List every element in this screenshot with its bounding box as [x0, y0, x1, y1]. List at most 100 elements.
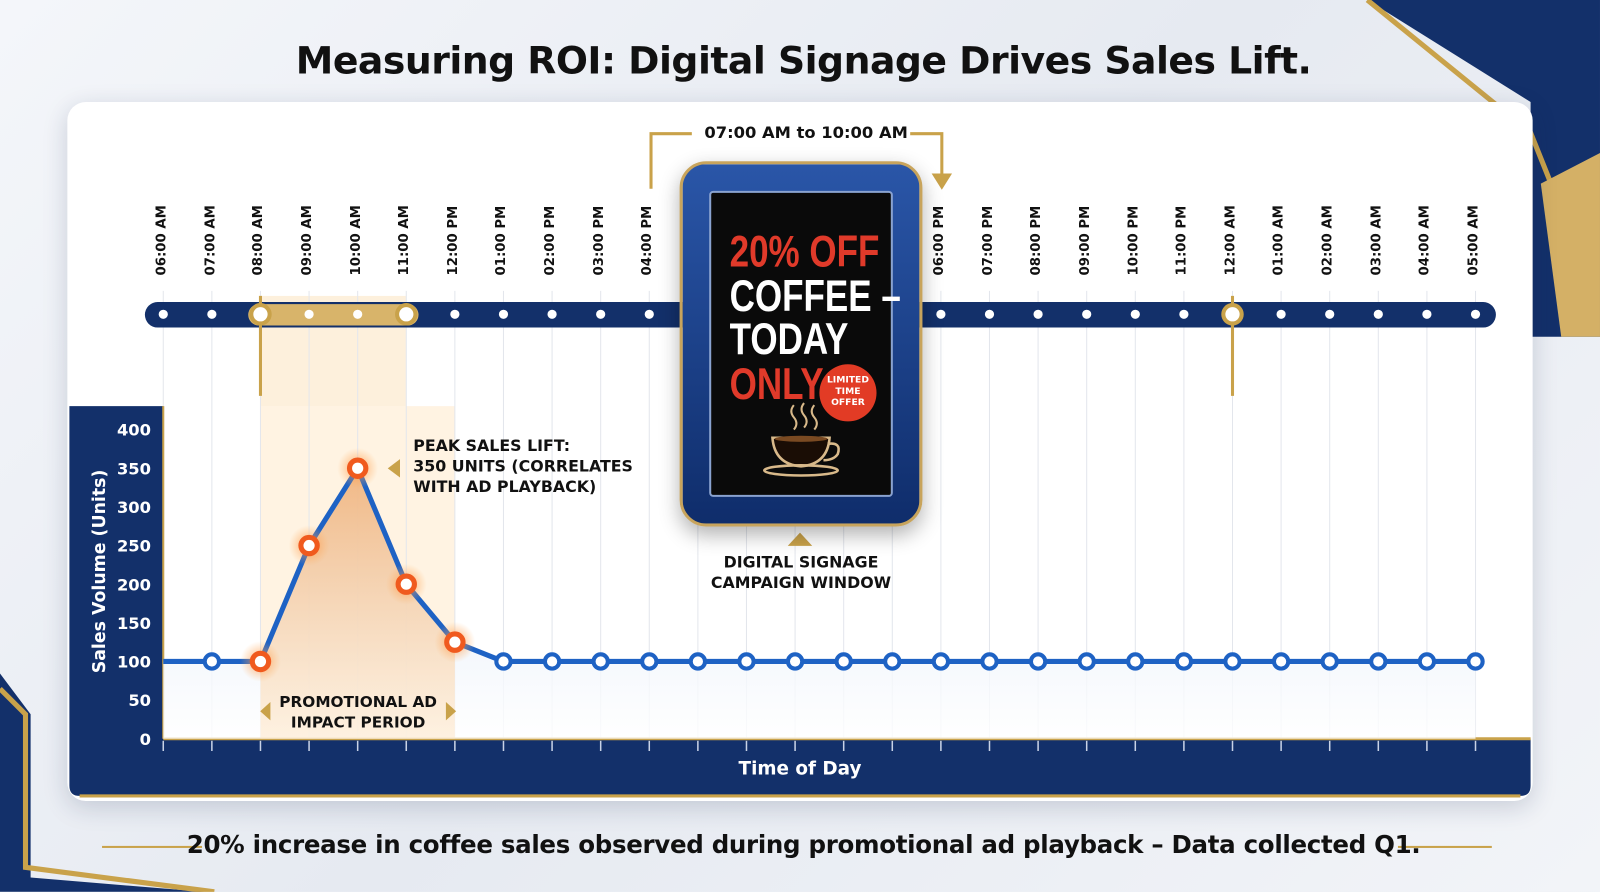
y-tick-label: 300 [117, 498, 151, 517]
x-tick-label: 02:00 AM [1320, 205, 1336, 276]
peak-annotation: PEAK SALES LIFT: 350 UNITS (CORRELATES W… [413, 436, 633, 497]
highlight-point [249, 650, 272, 673]
campaign-bracket [910, 132, 944, 176]
data-point [202, 652, 222, 671]
timeline-dot [498, 309, 509, 319]
coffee-cup-icon [763, 402, 840, 477]
data-point [1320, 652, 1339, 671]
timeline-marker-ring [395, 303, 418, 326]
timeline-dot [353, 309, 363, 319]
x-tick-label: 02:00 PM [542, 205, 559, 276]
peak-annotation-line: PEAK SALES LIFT: [413, 436, 571, 456]
campaign-label-line: DIGITAL SIGNAGE [723, 553, 879, 572]
x-tick-label: 01:00 PM [494, 205, 510, 276]
data-point [980, 652, 999, 671]
timeline-dot [1422, 309, 1432, 319]
data-point [785, 652, 805, 671]
x-tick-label: 12:00 AM [1223, 205, 1239, 276]
data-point [1223, 652, 1242, 671]
x-tick-label: 10:00 PM [1126, 205, 1142, 276]
data-point [591, 652, 610, 671]
timeline-dot [450, 309, 460, 319]
timeline-dot [644, 309, 654, 319]
campaign-time-range: 07:00 AM to 10:00 AM [704, 122, 908, 142]
campaign-pointer-icon [787, 532, 813, 546]
ad-screen: 20% OFF COFFEE – TODAY ONLY LIMITED TIME… [709, 190, 901, 497]
timeline-dot [1276, 309, 1286, 319]
period-right-arrow-icon [445, 702, 457, 721]
data-point [640, 652, 659, 671]
data-point [834, 652, 853, 671]
highlight-point [395, 573, 417, 595]
period-annotation: PROMOTIONAL AD IMPACT PERIOD [260, 692, 456, 733]
peak-arrow-icon [387, 459, 400, 478]
x-tick-label: 03:00 AM [1369, 205, 1385, 276]
data-point [1126, 652, 1145, 671]
x-tick-label: 03:00 PM [591, 205, 607, 276]
timeline-dot [547, 309, 557, 319]
period-annotation-line: IMPACT PERIOD [290, 713, 426, 732]
period-annotation-line: PROMOTIONAL AD [279, 692, 438, 712]
timeline-marker-ring [1221, 303, 1244, 326]
x-tick-label: 04:00 PM [640, 205, 656, 276]
data-point [883, 652, 902, 671]
x-tick-label: 06:00 PM [931, 205, 948, 276]
timeline-highlight [248, 304, 419, 326]
highlight-area-fill [260, 468, 455, 739]
peak-annotation-line: 350 UNITS (CORRELATES [413, 457, 633, 476]
timeline-dot [1130, 309, 1140, 319]
x-tick-label: 11:00 PM [1174, 205, 1191, 276]
data-point [737, 652, 756, 671]
x-tick-label: 01:00 AM [1271, 205, 1288, 276]
x-tick-label: 07:00 PM [980, 205, 996, 276]
axis-panel [69, 406, 1531, 796]
x-tick-label: 09:00 PM [1077, 205, 1093, 276]
data-point [1271, 652, 1291, 671]
x-tick-label: 05:00 AM [1466, 205, 1482, 276]
y-tick-label: 400 [117, 421, 151, 440]
highlight-point [444, 631, 466, 653]
data-point [1077, 652, 1096, 671]
data-point [494, 652, 513, 671]
data-point [1417, 652, 1437, 671]
timeline-dot [304, 309, 314, 319]
timeline-marker-ring [249, 303, 272, 326]
y-tick-label: 350 [117, 459, 151, 478]
data-point [688, 652, 708, 671]
area-fill [163, 468, 1476, 739]
timeline-dot [936, 309, 946, 319]
timeline-dot [158, 309, 168, 319]
timeline-dot [1082, 309, 1092, 319]
y-tick-label: 50 [128, 691, 151, 710]
highlight-point [346, 457, 369, 479]
x-tick-label: 12:00 PM [445, 205, 461, 276]
timeline-dot [596, 309, 606, 319]
campaign-label-line: CAMPAIGN WINDOW [710, 573, 892, 592]
y-tick-label: 250 [117, 537, 151, 556]
highlight-point [298, 534, 320, 557]
period-left-arrow-icon [260, 702, 271, 721]
x-tick-label: 11:00 AM [397, 205, 413, 276]
campaign-arrow-icon [931, 173, 953, 190]
timeline-dot [1373, 309, 1383, 319]
peak-annotation-line: WITH AD PLAYBACK) [413, 477, 597, 496]
ad-line: COFFEE – [729, 271, 901, 322]
timeline-dot [1033, 309, 1043, 319]
x-tick-label: 09:00 AM [299, 205, 316, 276]
y-axis-label-wrap: Sales Volume (Units) [69, 408, 130, 735]
x-tick-label: 08:00 PM [1028, 205, 1045, 276]
timeline-dot [1179, 309, 1189, 319]
ad-line: 20% OFF [729, 226, 880, 277]
limited-offer-badge: LIMITED TIME OFFER [819, 364, 877, 422]
footer-caption: 20% increase in coffee sales observed du… [186, 830, 1421, 860]
y-tick-label: 0 [140, 730, 151, 749]
footer-divider [102, 845, 203, 848]
data-point [1369, 652, 1388, 671]
y-tick-label: 150 [117, 614, 151, 633]
series-line [163, 465, 1476, 665]
page-title: Measuring ROI: Digital Signage Drives Sa… [295, 38, 1312, 83]
badge-line: LIMITED [826, 375, 869, 386]
data-point [1028, 652, 1048, 671]
